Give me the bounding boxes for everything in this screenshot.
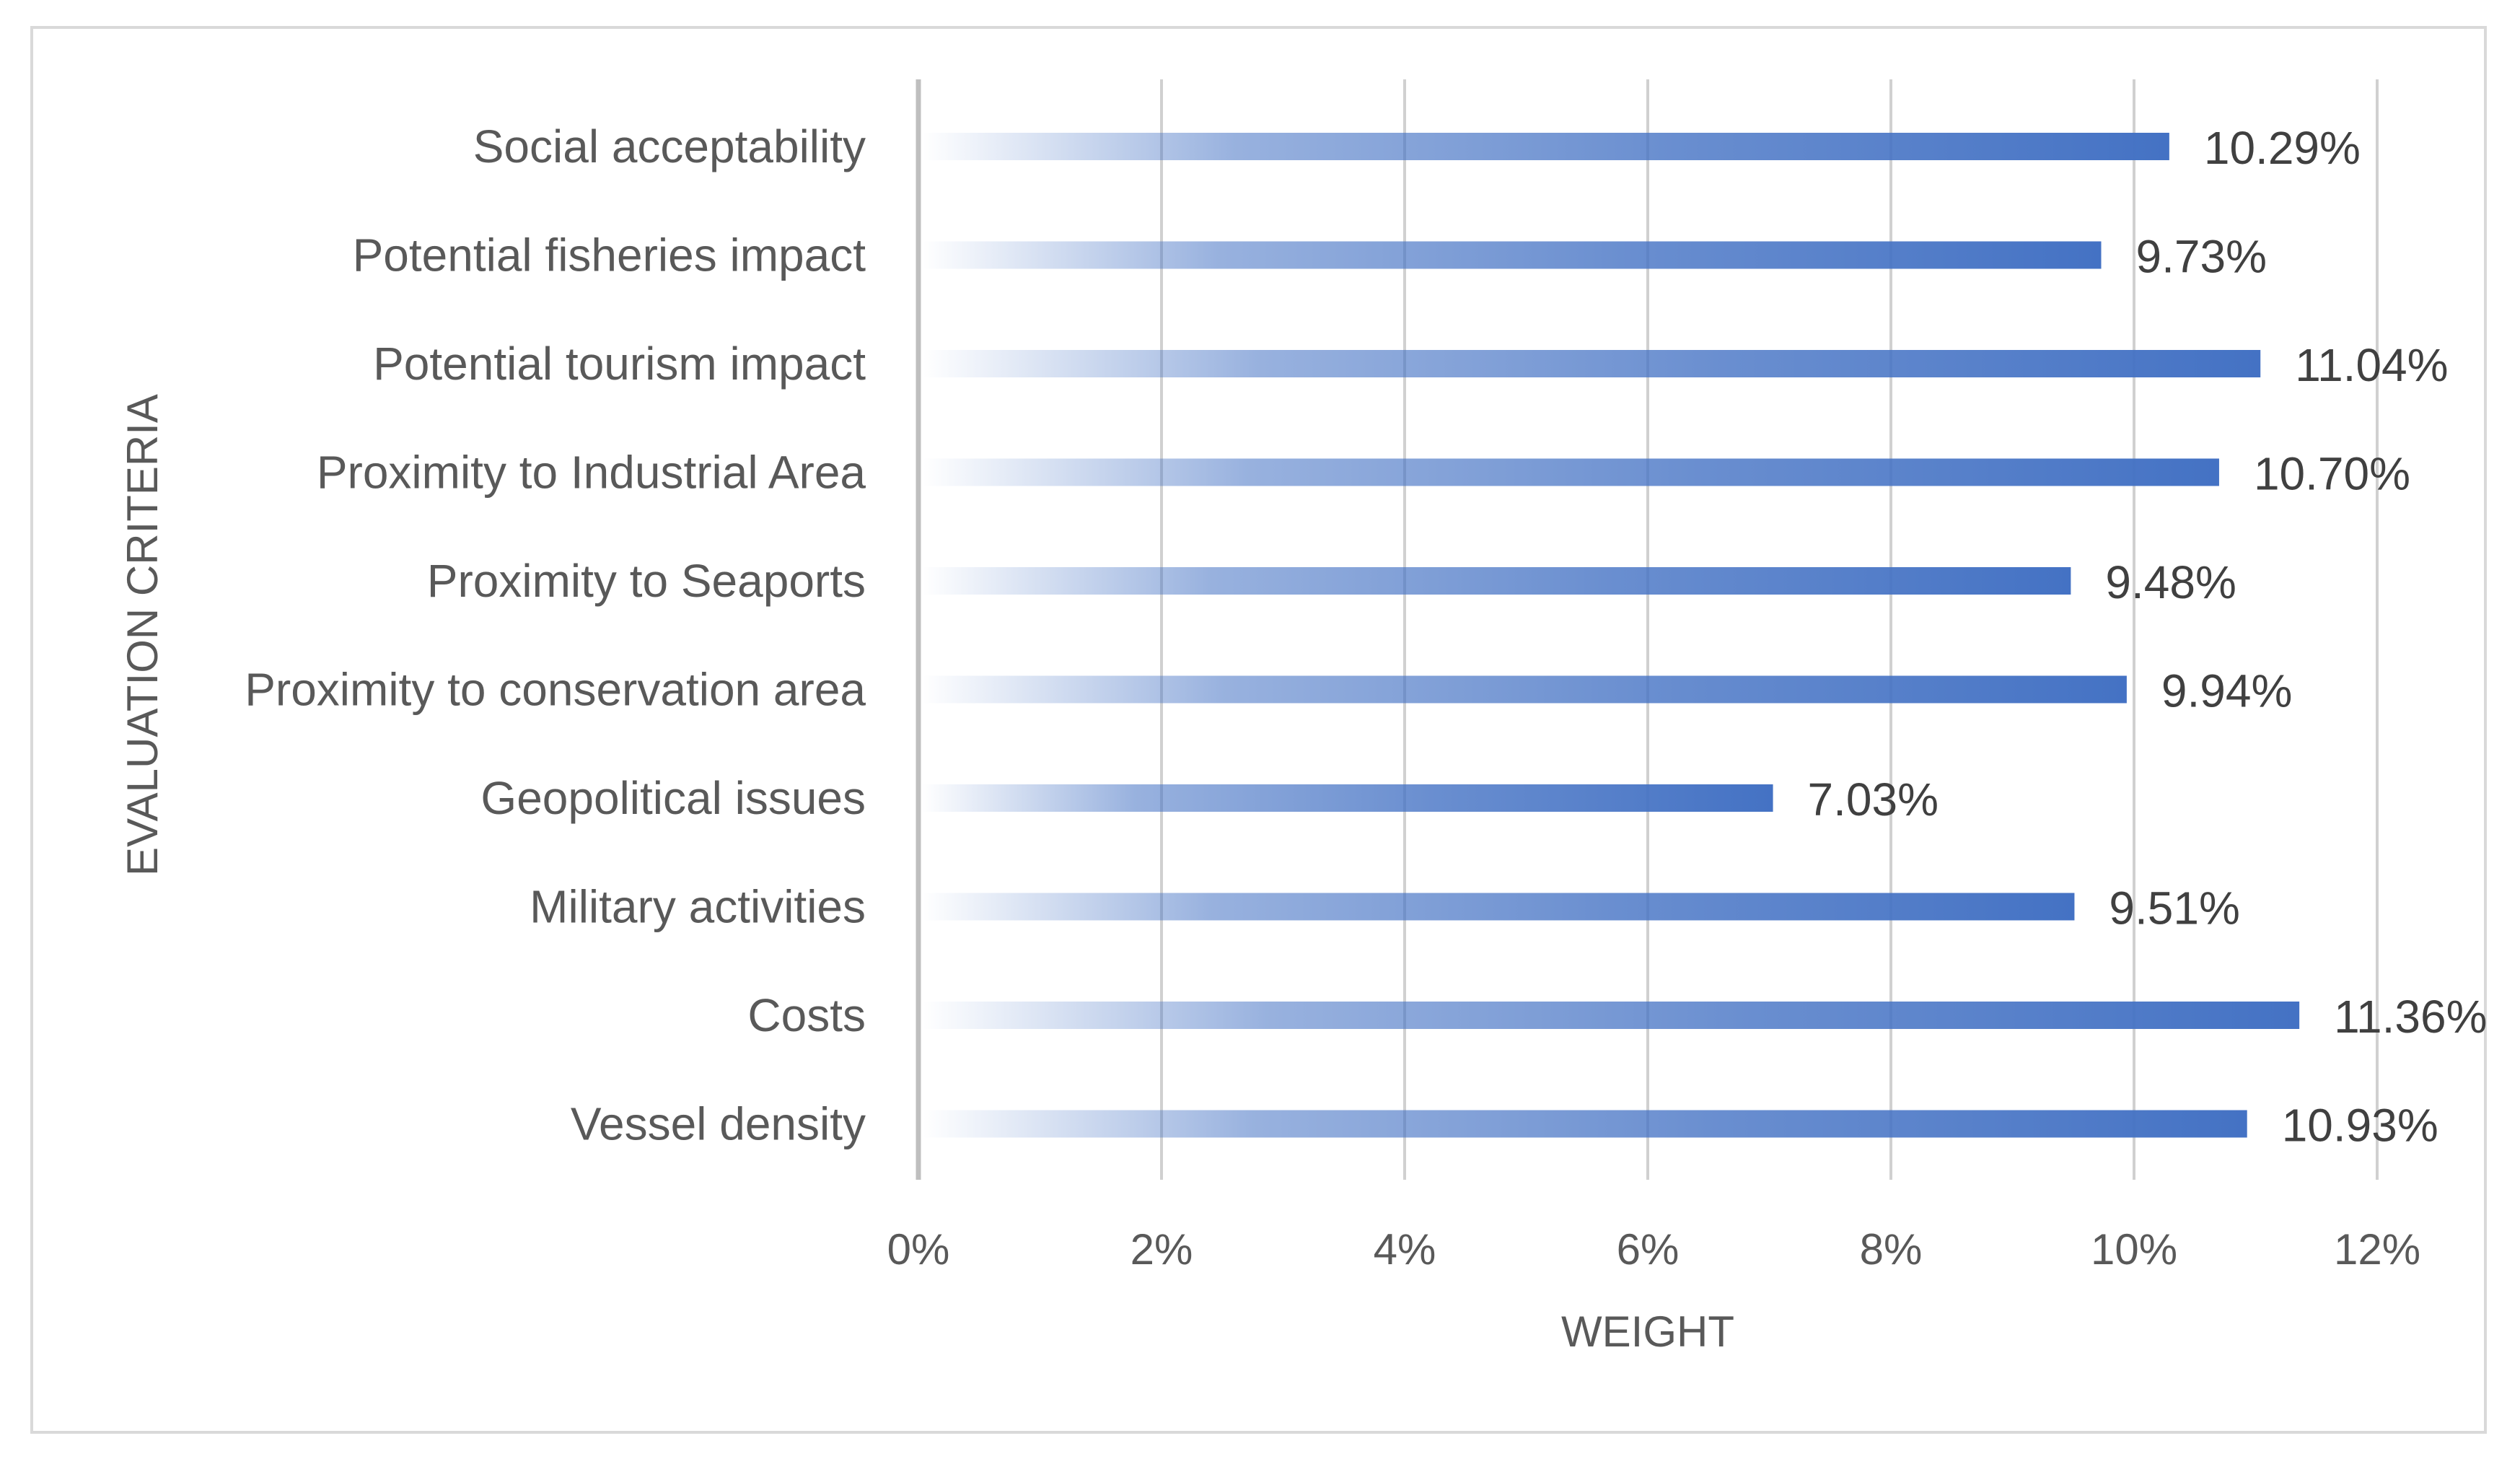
bar bbox=[923, 241, 2102, 269]
x-axis-title: WEIGHT bbox=[1561, 1307, 1734, 1356]
data-labels: 10.29% 9.73% 11.04% 10.70% 9.48% 9.94% 7.03% 9.… bbox=[1808, 122, 2488, 1152]
category-label: Costs bbox=[747, 989, 866, 1041]
data-label: 9.73% bbox=[2136, 231, 2267, 283]
category-label: Proximity to conservation area bbox=[245, 664, 866, 716]
data-label: 9.48% bbox=[2105, 556, 2236, 608]
bar bbox=[923, 675, 2127, 704]
category-label: Proximity to Industrial Area bbox=[317, 447, 866, 499]
category-label: Potential tourism impact bbox=[373, 338, 866, 390]
bar bbox=[923, 1110, 2247, 1138]
x-tick-label: 4% bbox=[1374, 1225, 1436, 1274]
x-tick-label: 6% bbox=[1617, 1225, 1680, 1274]
bar bbox=[923, 1002, 2300, 1029]
x-tick-labels: 0% 2% 4% 6% 8% 10% 12% bbox=[887, 1225, 2420, 1274]
bar bbox=[923, 458, 2219, 486]
bar bbox=[923, 133, 2169, 160]
bar bbox=[923, 567, 2071, 595]
category-label: Social acceptability bbox=[473, 121, 866, 172]
data-label: 9.94% bbox=[2161, 665, 2292, 717]
category-label: Geopolitical issues bbox=[480, 772, 866, 824]
category-label: Military activities bbox=[530, 881, 866, 933]
data-label: 10.29% bbox=[2204, 122, 2361, 174]
bars bbox=[923, 133, 2300, 1138]
x-tick-label: 12% bbox=[2334, 1225, 2420, 1274]
category-label: Potential fisheries impact bbox=[353, 229, 866, 281]
category-label: Proximity to Seaports bbox=[427, 555, 866, 607]
x-tick-label: 0% bbox=[887, 1225, 950, 1274]
data-label: 7.03% bbox=[1808, 774, 1939, 825]
x-tick-label: 2% bbox=[1131, 1225, 1193, 1274]
y-axis-title: EVALUATION CRITERIA bbox=[118, 394, 167, 876]
bar bbox=[923, 893, 2075, 921]
data-label: 11.04% bbox=[2295, 339, 2448, 391]
data-label: 9.51% bbox=[2109, 882, 2239, 934]
data-label: 11.36% bbox=[2334, 991, 2487, 1043]
data-label: 10.93% bbox=[2282, 1100, 2438, 1152]
bar bbox=[923, 350, 2261, 377]
data-label: 10.70% bbox=[2254, 448, 2410, 500]
bar bbox=[923, 784, 1773, 812]
category-label: Vessel density bbox=[571, 1098, 866, 1150]
category-labels: Social acceptability Potential fisheries … bbox=[245, 121, 866, 1150]
x-tick-label: 10% bbox=[2091, 1225, 2177, 1274]
x-tick-label: 8% bbox=[1860, 1225, 1923, 1274]
